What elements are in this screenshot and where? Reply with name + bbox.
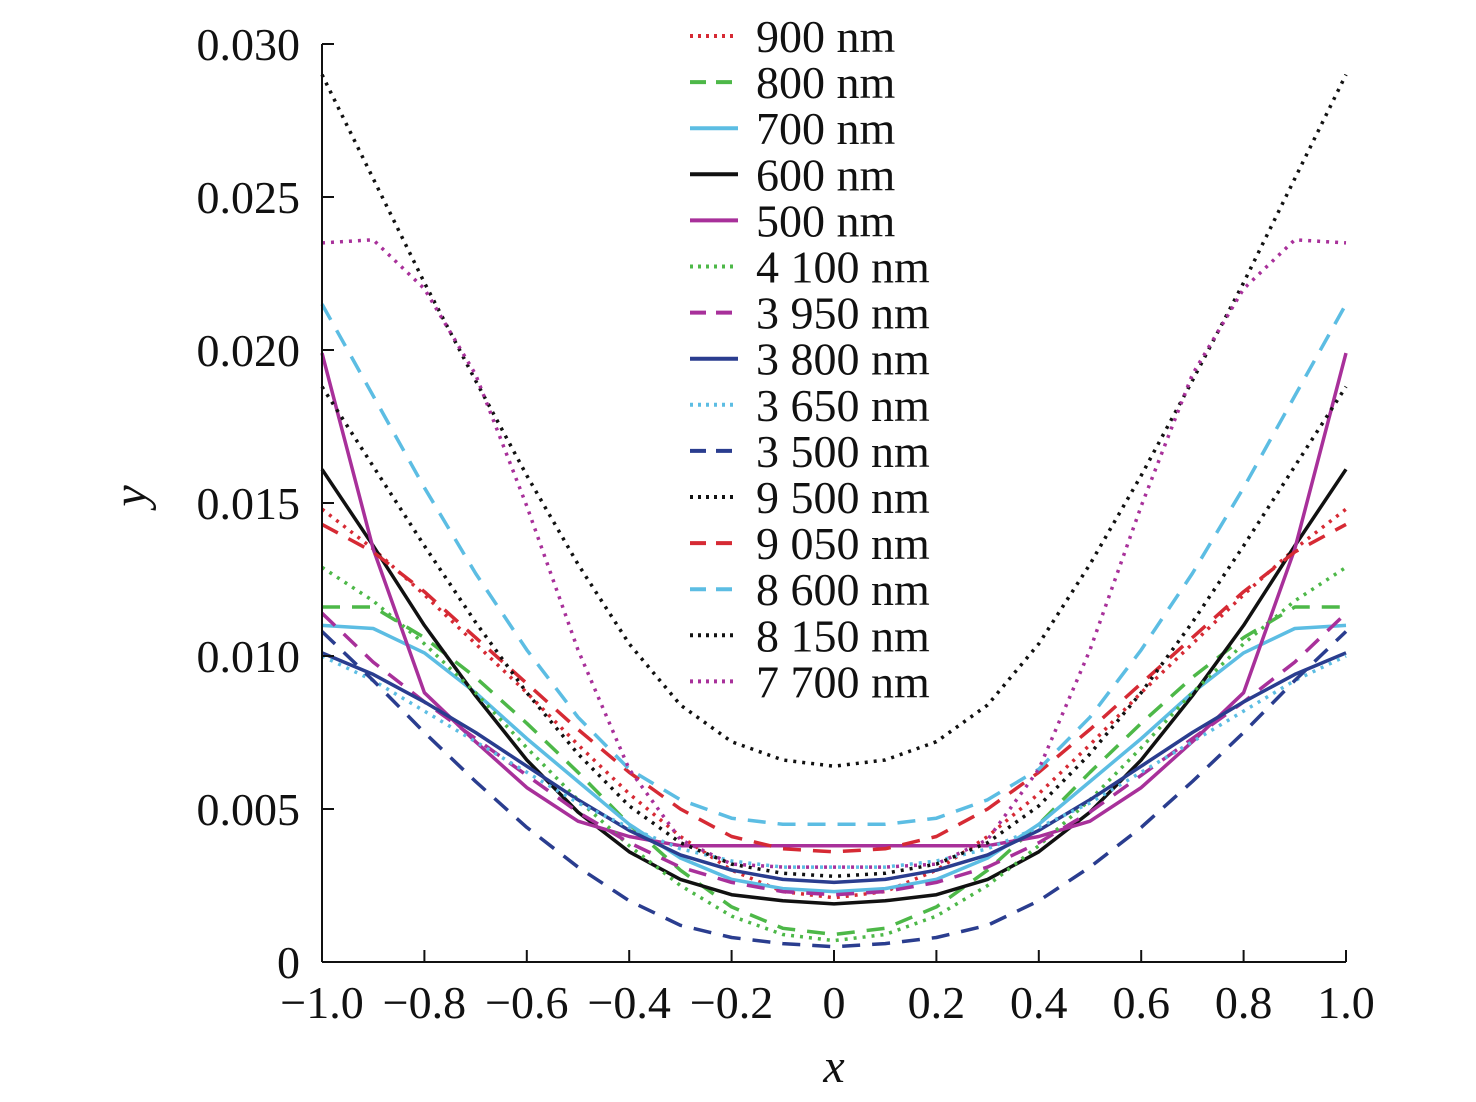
series-line-14 [321,238,1347,869]
legend-label: 9 500 nm [756,472,930,523]
series-line-11 [321,522,1347,854]
legend-item: 700 nm [690,103,896,154]
legend-item: 3 950 nm [690,288,930,339]
legend-label: 900 nm [756,11,896,62]
legend-item: 8 600 nm [690,564,930,615]
legend-label: 4 100 nm [756,242,930,293]
legend-label: 800 nm [756,57,896,108]
legend-item: 3 500 nm [690,426,930,477]
legend-item: 600 nm [690,149,896,200]
legend-item: 3 800 nm [690,334,930,385]
legend-label: 3 950 nm [756,288,930,339]
legend-item: 800 nm [690,57,896,108]
legend-label: 3 500 nm [756,426,930,477]
y-tick-label: 0.010 [197,631,301,682]
series-line-4 [320,352,1348,848]
legend-item: 900 nm [690,11,896,62]
y-axis-title: y [104,485,157,512]
legend-item: 500 nm [690,195,896,246]
y-tick-label: 0 [277,937,300,988]
x-tick-label: −0.6 [485,977,568,1028]
legend-item: 3 650 nm [690,380,930,431]
legend-item: 9 050 nm [690,518,930,569]
series-line-10 [320,73,1348,768]
x-tick-label: 0 [823,977,846,1028]
y-tick-label: 0.025 [197,172,301,223]
legend-label: 8 600 nm [756,564,930,615]
legend-label: 3 650 nm [756,380,930,431]
y-tick-label: 0.015 [197,478,301,529]
legend-item: 9 500 nm [690,472,930,523]
y-tick-label: 0.020 [197,325,301,376]
series-line-0 [320,507,1348,900]
x-tick-label: 0.4 [1010,977,1068,1028]
legend-label: 500 nm [756,195,896,246]
y-tick-label: 0.030 [197,19,301,70]
y-tick-label: 0.005 [197,784,301,835]
x-tick-label: −0.2 [690,977,773,1028]
legend-label: 8 150 nm [756,610,930,661]
series-line-6 [320,611,1348,897]
legend-label: 3 800 nm [756,334,930,385]
legend-label: 7 700 nm [756,656,930,707]
series-line-1 [322,605,1346,937]
legend-item: 8 150 nm [690,610,930,661]
legend-item: 7 700 nm [690,656,930,707]
x-axis-title: x [822,1040,844,1093]
x-tick-label: −1.0 [280,977,363,1028]
x-tick-label: −0.4 [587,977,670,1028]
x-tick-label: 1.0 [1317,977,1375,1028]
series-line-3 [320,468,1348,906]
series-line-9 [320,630,1348,949]
x-tick-label: 0.6 [1112,977,1170,1028]
legend-label: 700 nm [756,103,896,154]
x-tick-label: 0.2 [908,977,966,1028]
legend-item: 4 100 nm [690,242,930,293]
series-line-7 [321,651,1347,885]
x-tick-label: 0.8 [1215,977,1273,1028]
series-line-12 [320,303,1348,827]
legend-label: 600 nm [756,149,896,200]
series-line-2 [321,623,1347,894]
legend-label: 9 050 nm [756,518,930,569]
series-layer [320,73,1348,949]
x-tick-label: −0.8 [383,977,466,1028]
ticks: −1.0 −0.8 −0.6 −0.4 −0.2 0 0.2 0.4 0.6 0.8 1.0 0 0.0… [197,19,1375,1028]
